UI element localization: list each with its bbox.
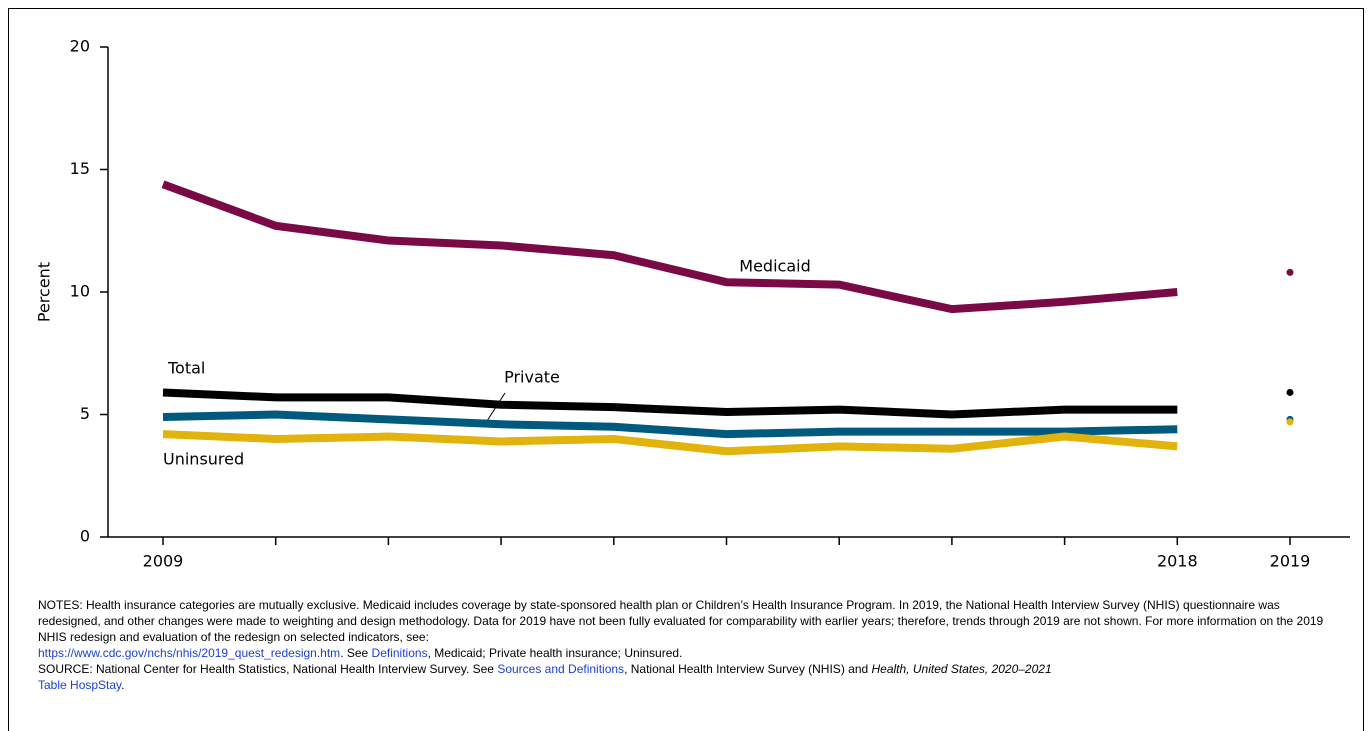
source-title: Health, United States, 2020–2021 xyxy=(871,662,1052,676)
y-tick-label: 0 xyxy=(80,527,90,546)
series-label: Uninsured xyxy=(163,450,244,469)
x-tick-label: 2018 xyxy=(1157,552,1198,571)
source-text: , National Health Interview Survey (NHIS… xyxy=(624,662,872,676)
point xyxy=(1286,268,1294,276)
y-axis-label: Percent xyxy=(35,262,54,322)
series-line xyxy=(162,430,1178,456)
y-tick-label: 20 xyxy=(70,37,90,56)
source-text: SOURCE: National Center for Health Stati… xyxy=(38,662,498,676)
x-tick-label: 2009 xyxy=(143,552,184,571)
link[interactable]: Definitions xyxy=(371,646,428,660)
y-tick-label: 15 xyxy=(70,159,90,178)
notes: NOTES: Health insurance categories are m… xyxy=(38,597,1338,693)
link[interactable]: https://www.cdc.gov/nchs/nhis/2019_quest… xyxy=(38,646,341,660)
x-tick-label: 2019 xyxy=(1270,552,1311,571)
chart: Percent 0 5 10 15 20 2009 2018 2019 Medicaid Tota… xyxy=(35,37,1350,571)
y-tick-label: 5 xyxy=(80,404,90,423)
note-text: . See xyxy=(340,646,372,660)
series-label: Medicaid xyxy=(739,257,810,276)
note-text: NOTES: Health insurance categories are m… xyxy=(38,598,1324,644)
point xyxy=(1286,418,1294,426)
source-text: . xyxy=(121,678,125,692)
series-label: Total xyxy=(167,359,205,378)
series-line xyxy=(161,180,1178,314)
point xyxy=(1286,388,1294,396)
series-line xyxy=(162,388,1178,419)
link[interactable]: Table HospStay xyxy=(38,678,122,692)
y-tick-label: 10 xyxy=(70,282,90,301)
frame xyxy=(8,8,1364,731)
series-line xyxy=(162,410,1178,439)
series-label: Private xyxy=(504,368,560,387)
link[interactable]: Sources and Definitions xyxy=(497,662,625,676)
note-text: , Medicaid; Private health insurance; Un… xyxy=(427,646,683,660)
